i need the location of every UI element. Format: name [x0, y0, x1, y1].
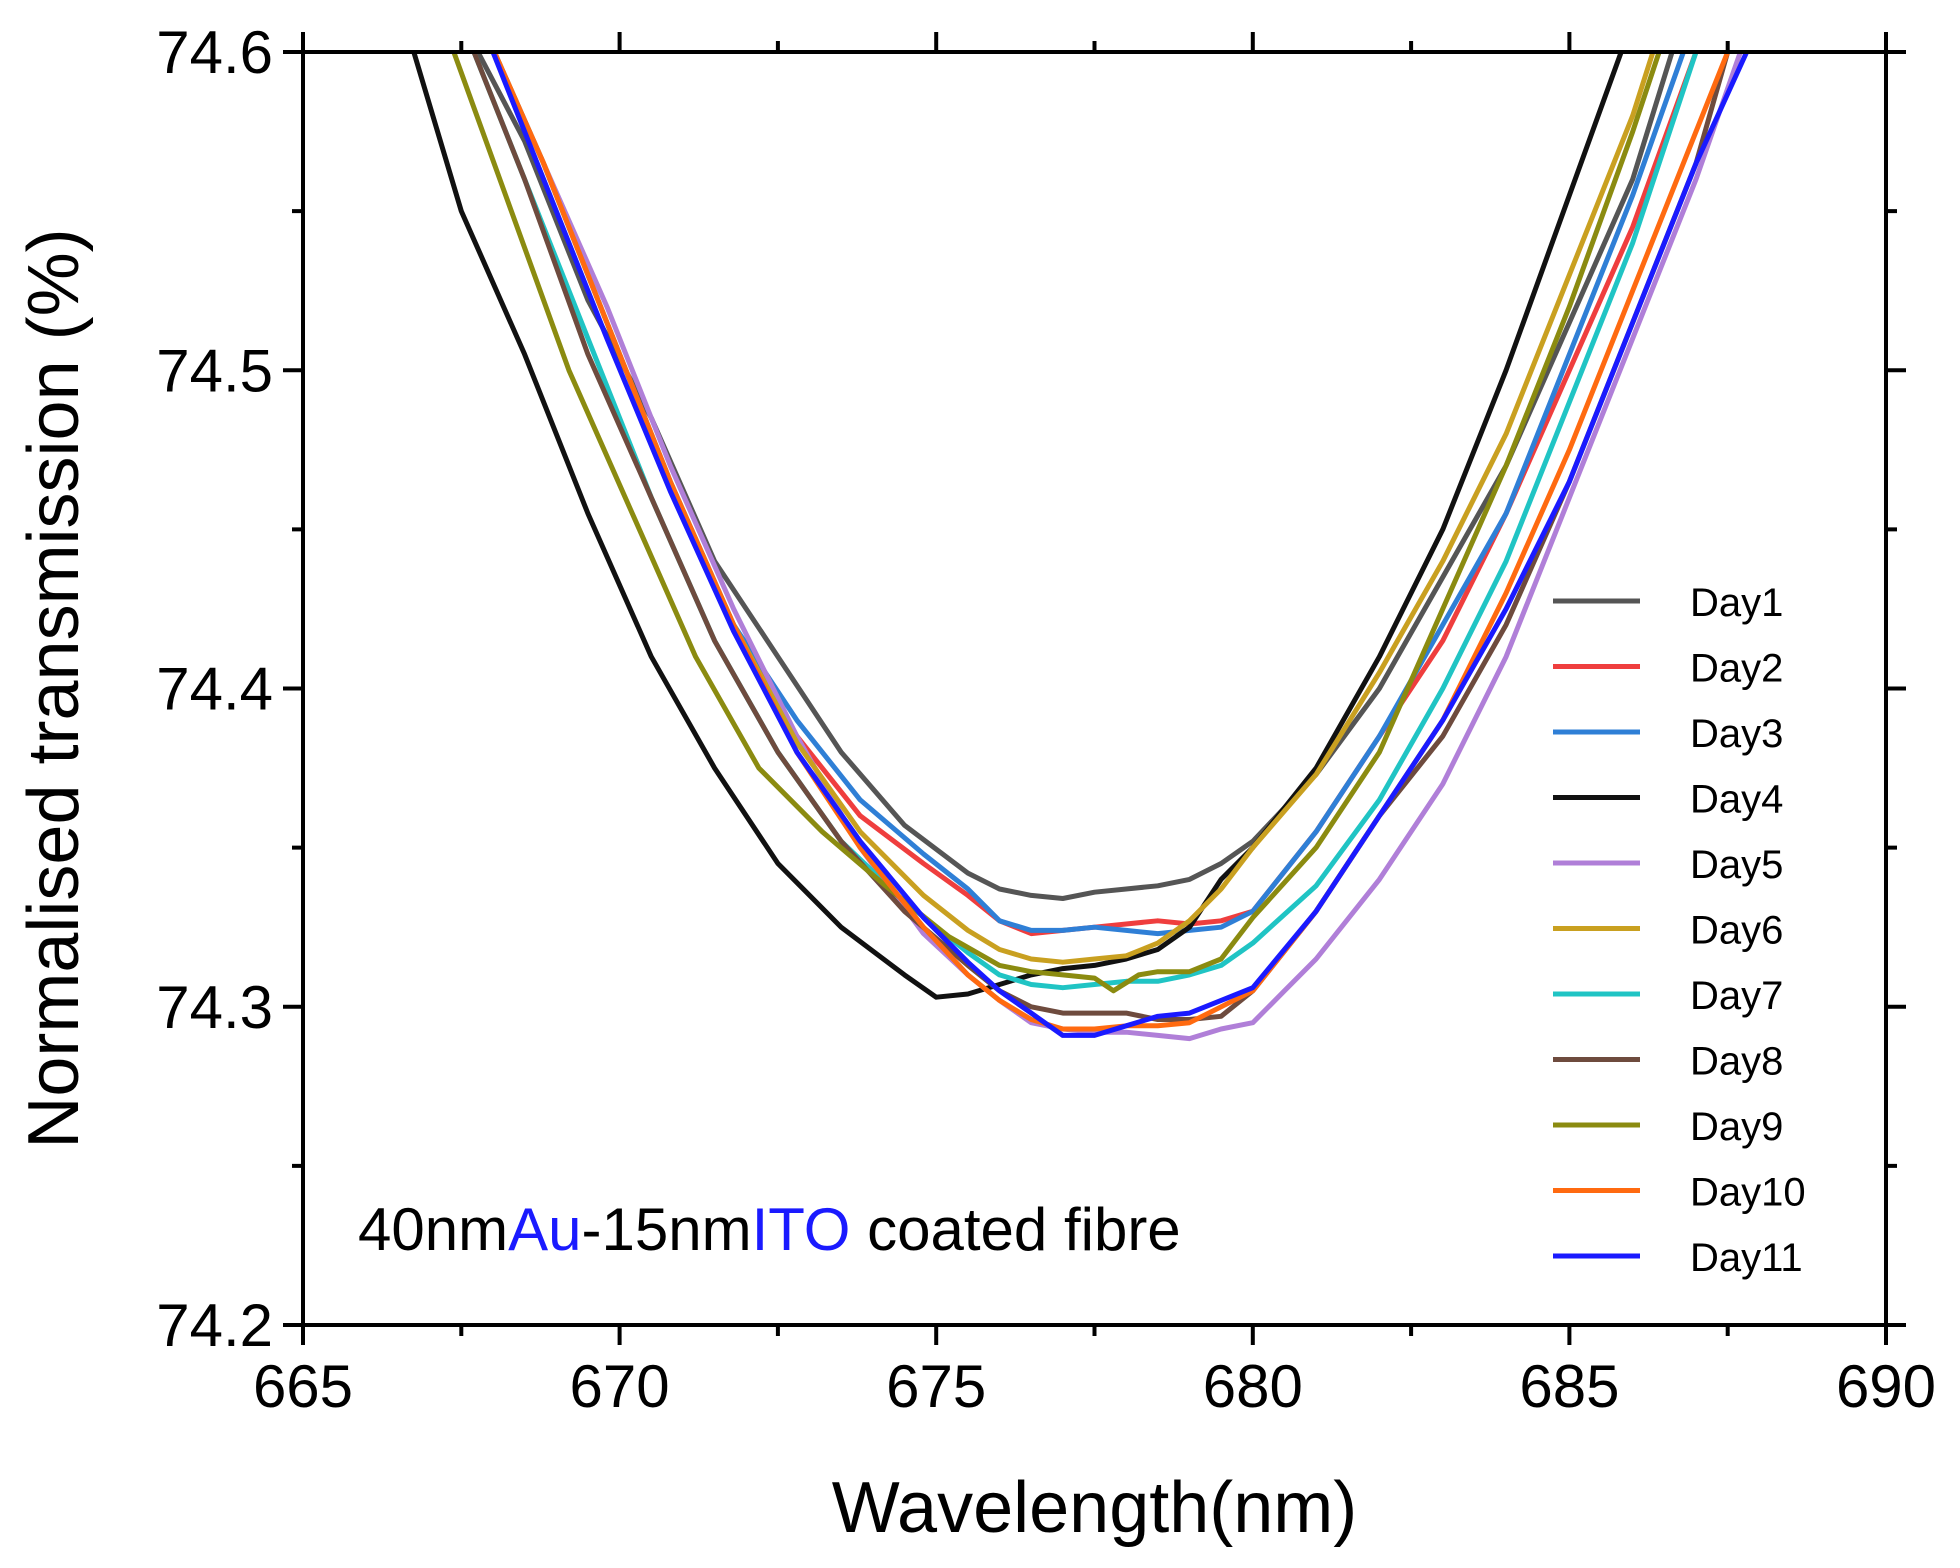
x-tick-label: 670 — [570, 1353, 670, 1420]
series-line-day4 — [411, 52, 1624, 1000]
y-tick-label: 74.2 — [156, 1292, 273, 1359]
legend: Day1 Day2 Day3 Day4 Day5 Day6 Day7 Day8 Day9 Day1… — [1553, 581, 1806, 1280]
annotation-part: ITO — [752, 1196, 851, 1263]
x-tick-label: 680 — [1203, 1353, 1303, 1420]
legend-item-day3: Day3 — [1553, 712, 1783, 756]
annotation-part: -15nm — [581, 1196, 751, 1263]
plot-frame — [301, 50, 1888, 1327]
legend-item-day11: Day11 — [1553, 1236, 1803, 1280]
tick-labels-layer: 665 670 675 680 685 690 74.2 74.3 74.4 74.5 74.6 — [156, 19, 1936, 1420]
ticks-layer — [283, 32, 1906, 1345]
legend-label: Day7 — [1690, 974, 1783, 1018]
legend-label: Day11 — [1690, 1236, 1803, 1280]
legend-item-day6: Day6 — [1553, 909, 1783, 953]
legend-label: Day8 — [1690, 1040, 1783, 1084]
annotation-part: 40nm — [358, 1196, 508, 1263]
x-tick-label: 685 — [1519, 1353, 1619, 1420]
chart-annotation: 40nmAu-15nmITO coated fibre — [358, 1196, 1181, 1263]
series-line-day5 — [491, 52, 1743, 1042]
legend-item-day2: Day2 — [1553, 647, 1783, 691]
legend-item-day8: Day8 — [1553, 1040, 1783, 1084]
series-layer — [411, 52, 1750, 1042]
legend-label: Day2 — [1690, 647, 1783, 691]
legend-label: Day10 — [1690, 1171, 1806, 1215]
y-axis-title: Normalised transmission (%) — [14, 228, 94, 1148]
legend-label: Day5 — [1690, 843, 1783, 887]
series-line-day6 — [491, 52, 1656, 965]
series-line-day10 — [491, 52, 1731, 1032]
y-tick-label: 74.6 — [156, 19, 273, 86]
x-tick-label: 675 — [886, 1353, 986, 1420]
legend-item-day9: Day9 — [1553, 1105, 1783, 1149]
x-tick-label: 665 — [253, 1353, 353, 1420]
y-tick-label: 74.3 — [156, 974, 273, 1041]
legend-item-day7: Day7 — [1553, 974, 1783, 1018]
legend-item-day10: Day10 — [1553, 1171, 1806, 1215]
y-tick-label: 74.5 — [156, 337, 273, 404]
legend-item-day4: Day4 — [1553, 778, 1783, 822]
legend-label: Day9 — [1690, 1105, 1783, 1149]
legend-item-day1: Day1 — [1553, 581, 1783, 625]
series-line-day8 — [471, 52, 1731, 1022]
legend-label: Day4 — [1690, 778, 1783, 822]
annotation-part: Au — [508, 1196, 581, 1263]
legend-item-day5: Day5 — [1553, 843, 1783, 887]
legend-label: Day6 — [1690, 909, 1783, 953]
series-line-day11 — [490, 52, 1750, 1038]
y-tick-label: 74.4 — [156, 656, 273, 723]
x-tick-label: 690 — [1836, 1353, 1936, 1420]
legend-label: Day1 — [1690, 581, 1783, 625]
series-line-day9 — [451, 52, 1662, 994]
legend-label: Day3 — [1690, 712, 1783, 756]
annotation-part: coated fibre — [850, 1196, 1180, 1263]
x-axis-title: Wavelength(nm) — [832, 1468, 1358, 1548]
